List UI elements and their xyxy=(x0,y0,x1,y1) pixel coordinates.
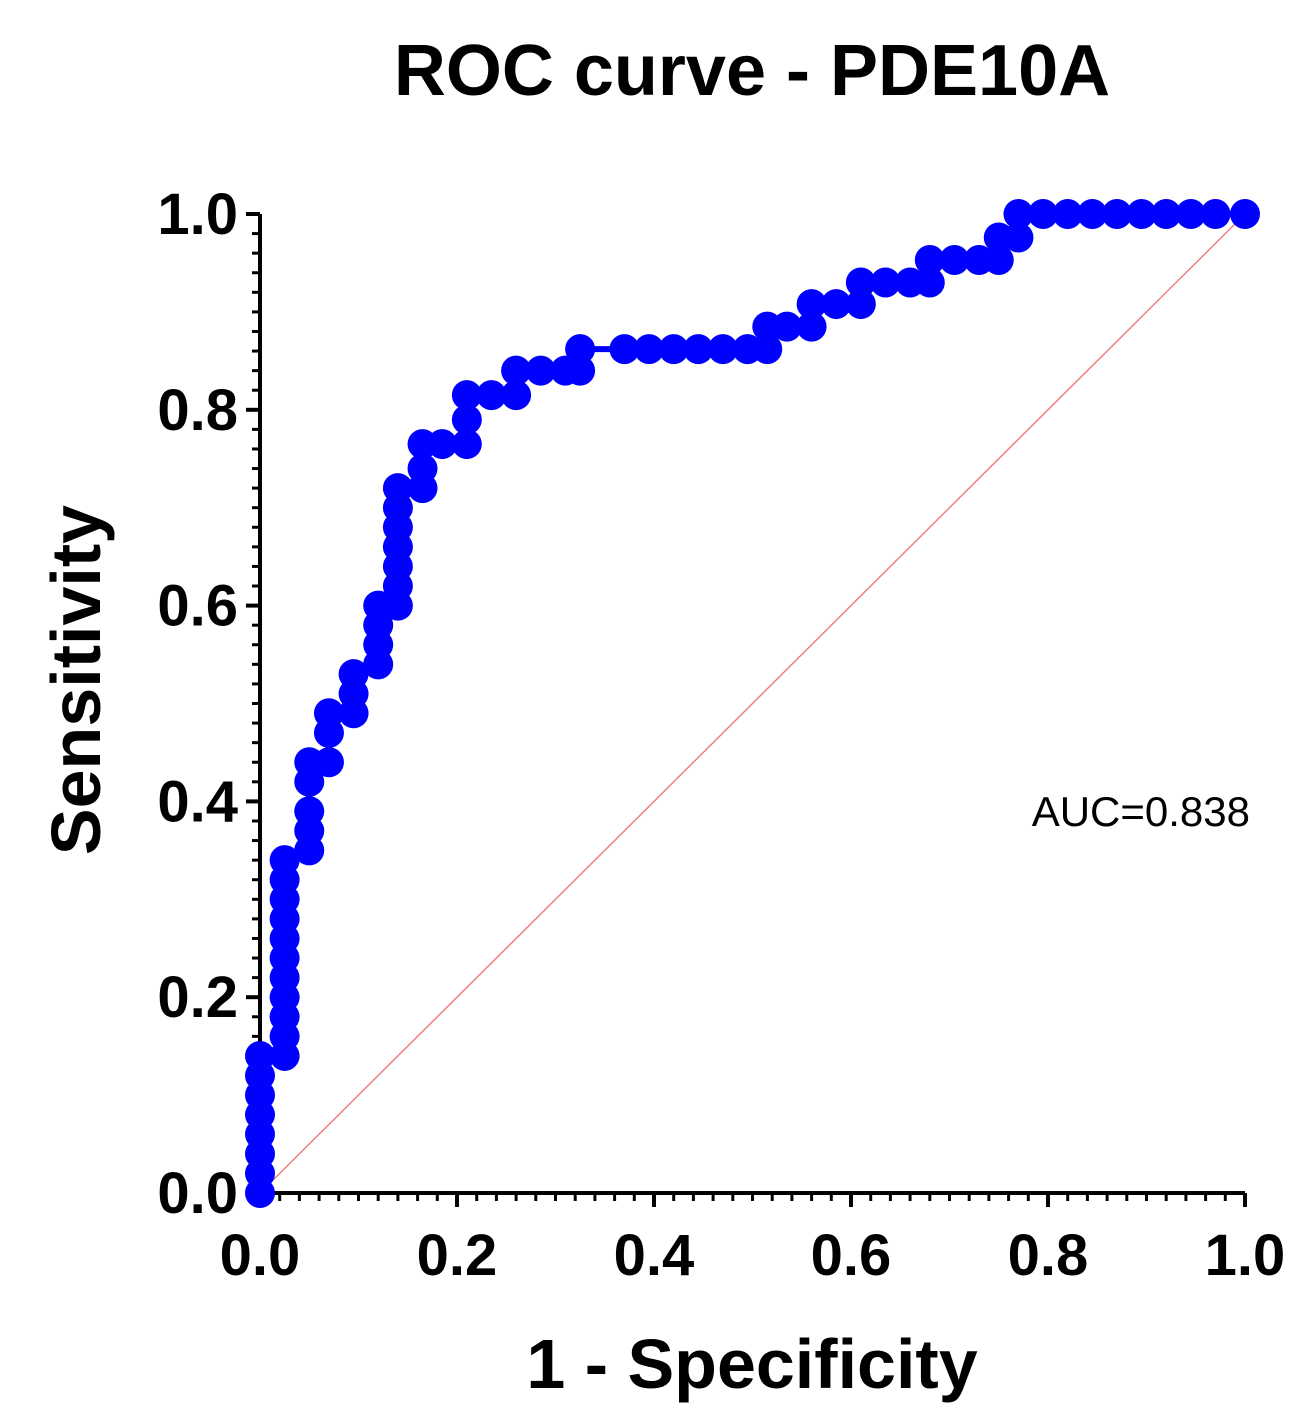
roc-point xyxy=(382,473,413,504)
x-axis-label: 1 - Specificity xyxy=(526,1325,977,1403)
roc-point xyxy=(845,289,876,320)
roc-point xyxy=(1175,199,1206,229)
roc-point xyxy=(269,845,300,876)
roc-point xyxy=(525,355,556,386)
roc-point xyxy=(565,355,596,386)
roc-point xyxy=(683,334,714,365)
x-tick-label: 0.4 xyxy=(614,1223,695,1288)
roc-point xyxy=(845,267,876,298)
reference-line-group xyxy=(259,213,1246,1194)
roc-point xyxy=(294,796,325,827)
roc-point xyxy=(796,289,827,320)
roc-point xyxy=(796,311,827,342)
roc-point xyxy=(451,380,482,411)
roc-point xyxy=(634,334,665,365)
y-tick-label: 0.2 xyxy=(157,965,238,1030)
roc-point xyxy=(1230,199,1260,229)
roc-point xyxy=(313,698,344,729)
roc-point xyxy=(501,355,532,386)
roc-point xyxy=(1028,199,1059,229)
roc-point xyxy=(1101,199,1132,229)
roc-point xyxy=(313,747,344,778)
x-tick-label: 0.0 xyxy=(220,1223,301,1288)
roc-point xyxy=(983,245,1014,276)
roc-point xyxy=(1077,199,1108,229)
roc-point xyxy=(1126,199,1157,229)
roc-series xyxy=(245,199,1260,1208)
roc-point xyxy=(752,334,783,365)
roc-point xyxy=(451,404,482,435)
roc-point xyxy=(821,289,852,320)
x-tick-label: 0.6 xyxy=(811,1223,892,1288)
roc-point xyxy=(658,334,689,365)
roc-point xyxy=(427,429,458,460)
x-tick-label: 0.2 xyxy=(417,1223,498,1288)
y-tick-label: 1.0 xyxy=(157,182,238,247)
roc-point xyxy=(707,334,738,365)
reference-line xyxy=(259,213,1246,1194)
roc-point xyxy=(451,429,482,460)
x-tick-label: 1.0 xyxy=(1205,1223,1286,1288)
roc-point xyxy=(1003,222,1034,253)
roc-point xyxy=(771,311,802,342)
roc-point xyxy=(476,380,507,411)
roc-point xyxy=(914,267,945,298)
y-axis-label: Sensitivity xyxy=(37,505,115,855)
y-tick-label: 0.4 xyxy=(157,769,238,834)
roc-point xyxy=(501,380,532,411)
axes: 0.0 0.2 0.4 0.6 0.8 1.0 0.0 0.2 0.4 0.6 0.8 1.0 xyxy=(157,182,1285,1288)
chart-title: ROC curve - PDE10A xyxy=(394,31,1110,111)
y-tick-label: 0.0 xyxy=(157,1161,238,1226)
roc-point xyxy=(870,267,901,298)
x-tick-label: 0.8 xyxy=(1008,1223,1089,1288)
roc-point xyxy=(338,659,369,690)
roc-point xyxy=(565,334,596,365)
y-tick-label: 0.8 xyxy=(157,378,238,443)
roc-point xyxy=(1200,199,1231,229)
roc-point xyxy=(914,245,945,276)
auc-annotation: AUC=0.838 xyxy=(1032,788,1250,835)
roc-point xyxy=(609,334,640,365)
roc-point xyxy=(939,245,970,276)
y-tick-label: 0.6 xyxy=(157,574,238,639)
roc-point xyxy=(1151,199,1182,229)
roc-point xyxy=(1052,199,1083,229)
roc-point xyxy=(1003,199,1034,229)
roc-point xyxy=(245,1040,275,1071)
roc-point xyxy=(407,453,438,484)
